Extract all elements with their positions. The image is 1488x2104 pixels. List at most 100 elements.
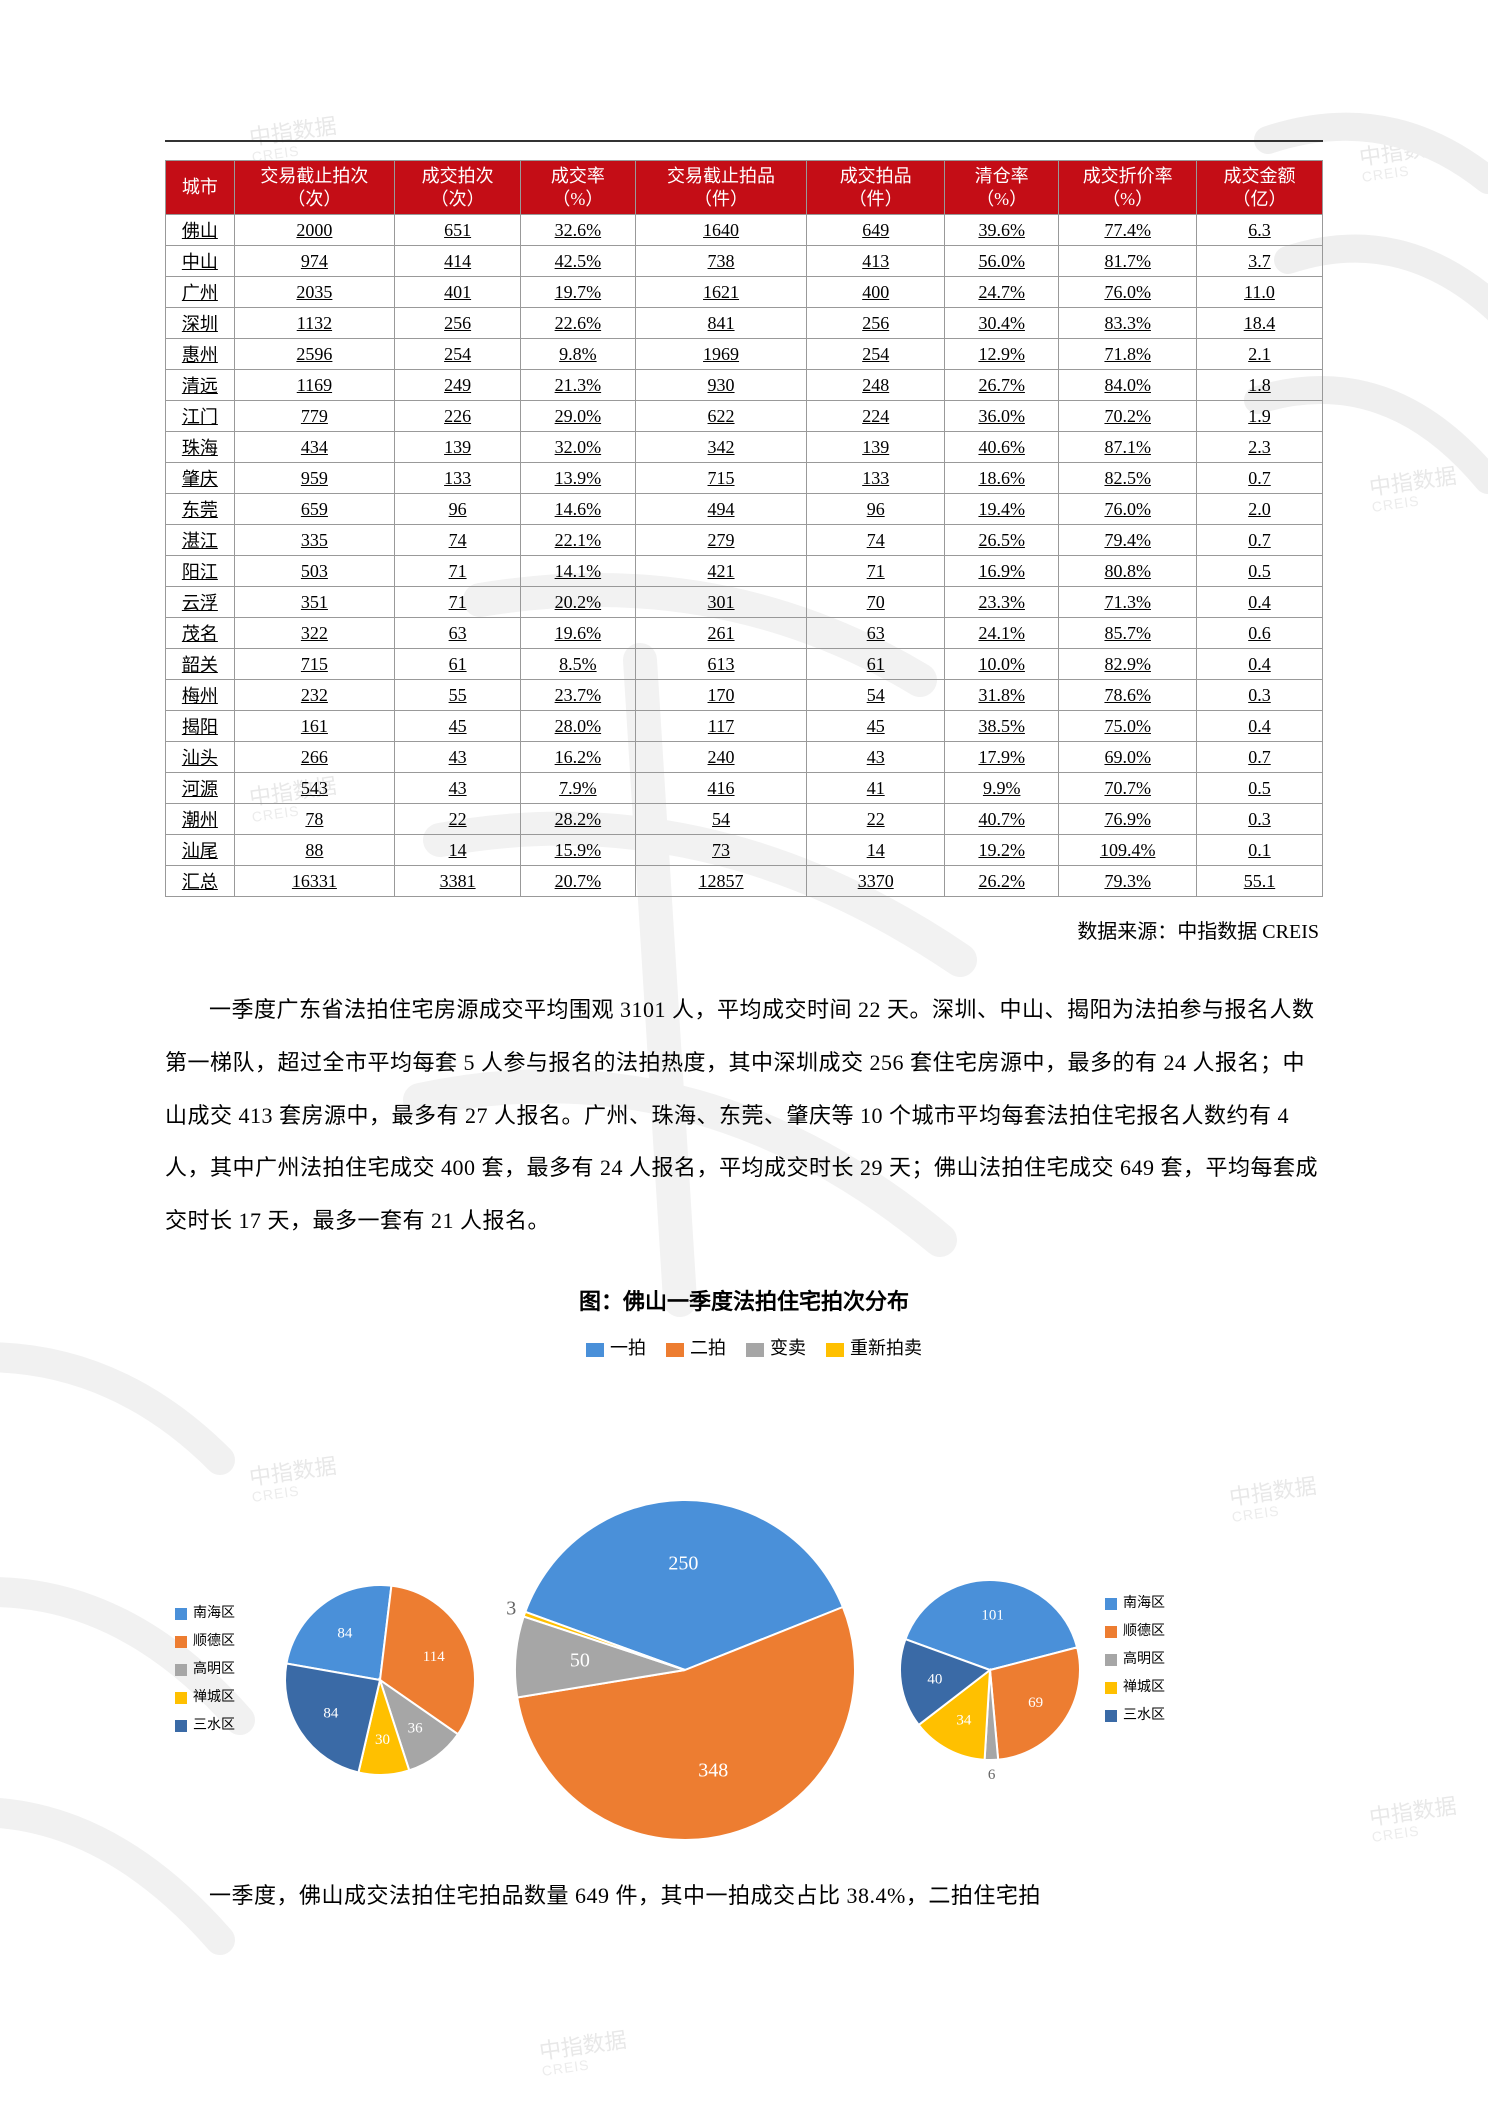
num-cell: 0.4	[1196, 711, 1322, 742]
city-cell: 广州	[166, 277, 235, 308]
col-header: 交易截止拍次（次）	[234, 161, 394, 215]
table-row: 江门77922629.0%62222436.0%70.2%1.9	[166, 401, 1323, 432]
num-cell: 0.7	[1196, 525, 1322, 556]
num-cell: 1640	[635, 215, 807, 246]
num-cell: 76.0%	[1059, 277, 1196, 308]
num-cell: 416	[635, 773, 807, 804]
wm: 中指数据	[538, 2027, 629, 2064]
legend-label: 变卖	[770, 1338, 806, 1358]
num-cell: 71.8%	[1059, 339, 1196, 370]
num-cell: 254	[807, 339, 944, 370]
num-cell: 14.1%	[521, 556, 636, 587]
num-cell: 0.6	[1196, 618, 1322, 649]
city-cell: 佛山	[166, 215, 235, 246]
num-cell: 0.1	[1196, 835, 1322, 866]
num-cell: 12.9%	[944, 339, 1059, 370]
table-row: 韶关715618.5%6136110.0%82.9%0.4	[166, 649, 1323, 680]
num-cell: 73	[635, 835, 807, 866]
num-cell: 43	[807, 742, 944, 773]
num-cell: 74	[807, 525, 944, 556]
slice-label: 6	[988, 1767, 996, 1783]
slice-label: 84	[337, 1626, 353, 1642]
num-cell: 55.1	[1196, 866, 1322, 897]
legend-swatch	[1105, 1654, 1117, 1666]
num-cell: 10.0%	[944, 649, 1059, 680]
num-cell: 494	[635, 494, 807, 525]
num-cell: 261	[635, 618, 807, 649]
num-cell: 28.2%	[521, 804, 636, 835]
num-cell: 248	[807, 370, 944, 401]
paragraph-2: 一季度，佛山成交法拍住宅拍品数量 649 件，其中一拍成交占比 38.4%，二拍…	[165, 1870, 1323, 1923]
legend-label: 重新拍卖	[850, 1338, 922, 1358]
num-cell: 301	[635, 587, 807, 618]
top-rule	[165, 140, 1323, 142]
paragraph-1: 一季度广东省法拍住宅房源成交平均围观 3101 人，平均成交时间 22 天。深圳…	[165, 984, 1323, 1248]
num-cell: 401	[395, 277, 521, 308]
legend-top: 一拍二拍变卖重新拍卖	[165, 1334, 1323, 1360]
num-cell: 930	[635, 370, 807, 401]
num-cell: 22	[395, 804, 521, 835]
num-cell: 70.2%	[1059, 401, 1196, 432]
slice-label: 250	[668, 1553, 698, 1575]
num-cell: 54	[807, 680, 944, 711]
legend-label: 顺德区	[1123, 1624, 1165, 1639]
num-cell: 19.6%	[521, 618, 636, 649]
num-cell: 84.0%	[1059, 370, 1196, 401]
num-cell: 1169	[234, 370, 394, 401]
table-row: 惠州25962549.8%196925412.9%71.8%2.1	[166, 339, 1323, 370]
city-cell: 湛江	[166, 525, 235, 556]
num-cell: 43	[395, 742, 521, 773]
num-cell: 170	[635, 680, 807, 711]
num-cell: 715	[635, 463, 807, 494]
slice-label: 101	[981, 1607, 1004, 1623]
wm-sub: CREIS	[541, 2052, 630, 2079]
col-header: 城市	[166, 161, 235, 215]
table-row: 梅州2325523.7%1705431.8%78.6%0.3	[166, 680, 1323, 711]
num-cell: 80.8%	[1059, 556, 1196, 587]
num-cell: 31.8%	[944, 680, 1059, 711]
num-cell: 1621	[635, 277, 807, 308]
num-cell: 63	[807, 618, 944, 649]
num-cell: 26.2%	[944, 866, 1059, 897]
num-cell: 0.7	[1196, 463, 1322, 494]
num-cell: 139	[807, 432, 944, 463]
num-cell: 2.3	[1196, 432, 1322, 463]
num-cell: 77.4%	[1059, 215, 1196, 246]
slice-label: 3	[506, 1598, 516, 1620]
city-cell: 汕头	[166, 742, 235, 773]
num-cell: 2.1	[1196, 339, 1322, 370]
num-cell: 63	[395, 618, 521, 649]
num-cell: 117	[635, 711, 807, 742]
num-cell: 23.3%	[944, 587, 1059, 618]
city-cell: 江门	[166, 401, 235, 432]
legend-label: 二拍	[690, 1338, 726, 1358]
num-cell: 9.9%	[944, 773, 1059, 804]
num-cell: 96	[395, 494, 521, 525]
num-cell: 55	[395, 680, 521, 711]
legend-swatch	[1105, 1682, 1117, 1694]
num-cell: 76.9%	[1059, 804, 1196, 835]
city-cell: 茂名	[166, 618, 235, 649]
num-cell: 22.1%	[521, 525, 636, 556]
num-cell: 29.0%	[521, 401, 636, 432]
num-cell: 85.7%	[1059, 618, 1196, 649]
city-cell: 汕尾	[166, 835, 235, 866]
city-cell: 韶关	[166, 649, 235, 680]
city-cell: 潮州	[166, 804, 235, 835]
table-row: 深圳113225622.6%84125630.4%83.3%18.4	[166, 308, 1323, 339]
table-row: 广州203540119.7%162140024.7%76.0%11.0	[166, 277, 1323, 308]
num-cell: 7.9%	[521, 773, 636, 804]
num-cell: 82.5%	[1059, 463, 1196, 494]
num-cell: 139	[395, 432, 521, 463]
num-cell: 74	[395, 525, 521, 556]
legend-swatch	[175, 1692, 187, 1704]
num-cell: 70	[807, 587, 944, 618]
legend-label: 禅城区	[1123, 1680, 1165, 1695]
num-cell: 226	[395, 401, 521, 432]
table-row: 佛山200065132.6%164064939.6%77.4%6.3	[166, 215, 1323, 246]
table-row: 汕尾881415.9%731419.2%109.4%0.1	[166, 835, 1323, 866]
num-cell: 26.5%	[944, 525, 1059, 556]
num-cell: 1132	[234, 308, 394, 339]
num-cell: 9.8%	[521, 339, 636, 370]
num-cell: 87.1%	[1059, 432, 1196, 463]
